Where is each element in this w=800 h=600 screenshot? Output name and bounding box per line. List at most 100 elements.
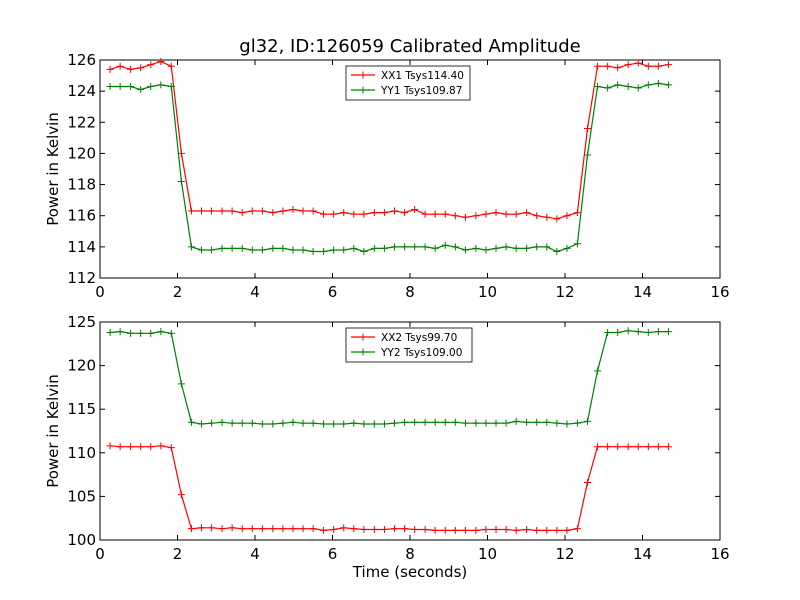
y-tick-label: 120 (67, 357, 96, 375)
data-point (664, 328, 672, 336)
data-point (614, 81, 622, 89)
data-point (461, 419, 469, 427)
data-point (502, 526, 510, 534)
data-point (238, 419, 246, 427)
data-point (553, 419, 561, 427)
data-point (258, 246, 266, 254)
data-point (543, 243, 551, 251)
data-point (228, 524, 236, 532)
data-point (208, 246, 216, 254)
data-point (137, 443, 145, 451)
data-point (594, 367, 602, 375)
data-point (523, 418, 531, 426)
data-point (523, 526, 531, 534)
data-point (512, 244, 520, 252)
x-tick-label: 8 (405, 283, 415, 301)
data-point (624, 82, 632, 90)
data-point (451, 212, 459, 220)
data-point (269, 244, 277, 252)
y-tick-label: 114 (67, 238, 96, 256)
data-point (543, 418, 551, 426)
data-point (157, 328, 165, 336)
data-point (654, 328, 662, 336)
data-point (299, 207, 307, 215)
data-point (573, 419, 581, 427)
data-point (492, 526, 500, 534)
data-point (137, 64, 145, 72)
y-tick-label: 120 (67, 144, 96, 162)
data-point (380, 420, 388, 428)
legend-box (345, 327, 473, 363)
y-tick-label: 115 (67, 400, 96, 418)
data-point (573, 525, 581, 533)
data-point (451, 418, 459, 426)
data-point (411, 418, 419, 426)
data-point (309, 525, 317, 533)
data-point (654, 443, 662, 451)
x-tick-label: 10 (478, 545, 497, 563)
data-point (320, 420, 328, 428)
data-point (198, 420, 206, 428)
data-point (218, 207, 226, 215)
legend-marker (359, 86, 367, 94)
data-point (563, 526, 571, 534)
data-point (441, 526, 449, 534)
legend-label: XX1 Tsys114.40 (381, 70, 464, 82)
data-point (116, 82, 124, 90)
data-point (380, 244, 388, 252)
x-tick-label: 0 (95, 545, 105, 563)
data-point (472, 244, 480, 252)
data-point (167, 329, 175, 337)
data-point (370, 526, 378, 534)
data-point (594, 82, 602, 90)
data-point (137, 329, 145, 337)
y-tick-label: 116 (67, 207, 96, 225)
x-tick-label: 16 (710, 545, 729, 563)
data-point (664, 61, 672, 69)
data-point (187, 525, 195, 533)
data-point (289, 525, 297, 533)
data-point (573, 240, 581, 248)
data-point (350, 210, 358, 218)
data-point (624, 327, 632, 335)
data-point (583, 151, 591, 159)
data-point (238, 209, 246, 217)
data-point (147, 61, 155, 69)
data-point (461, 213, 469, 221)
data-point (624, 61, 632, 69)
data-point (187, 418, 195, 426)
y-tick-label: 112 (67, 269, 96, 287)
data-point (512, 526, 520, 534)
data-point (340, 420, 348, 428)
y-tick-label: 105 (67, 487, 96, 505)
data-point (198, 246, 206, 254)
data-point (147, 443, 155, 451)
legend-label: XX2 Tsys99.70 (381, 332, 457, 344)
data-point (472, 419, 480, 427)
data-point (583, 417, 591, 425)
data-point (502, 243, 510, 251)
data-point (451, 526, 459, 534)
data-point (482, 419, 490, 427)
data-point (116, 443, 124, 451)
data-point (238, 525, 246, 533)
data-point (289, 205, 297, 213)
data-point (360, 248, 368, 256)
figure-title: gl32, ID:126059 Calibrated Amplitude (239, 36, 580, 57)
data-point (644, 62, 652, 70)
data-point (330, 246, 338, 254)
y-axis-label: Power in Kelvin (44, 112, 62, 226)
data-point (563, 244, 571, 252)
data-point (116, 62, 124, 70)
data-point (208, 524, 216, 532)
x-axis-label: Time (seconds) (352, 563, 468, 581)
data-point (492, 244, 500, 252)
data-point (177, 491, 185, 499)
data-point (634, 59, 642, 67)
data-point (289, 418, 297, 426)
data-point (391, 207, 398, 215)
legend-marker (359, 333, 367, 341)
legend-entry-0: XX1 Tsys114.40 (351, 70, 464, 82)
x-tick-label: 2 (173, 545, 183, 563)
data-point (248, 207, 256, 215)
